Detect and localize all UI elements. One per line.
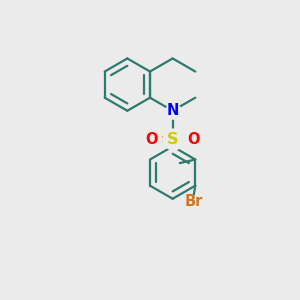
Text: Br: Br xyxy=(184,194,203,208)
Text: O: O xyxy=(187,131,200,146)
Text: S: S xyxy=(167,131,178,146)
Text: N: N xyxy=(167,103,179,118)
Text: O: O xyxy=(146,131,158,146)
